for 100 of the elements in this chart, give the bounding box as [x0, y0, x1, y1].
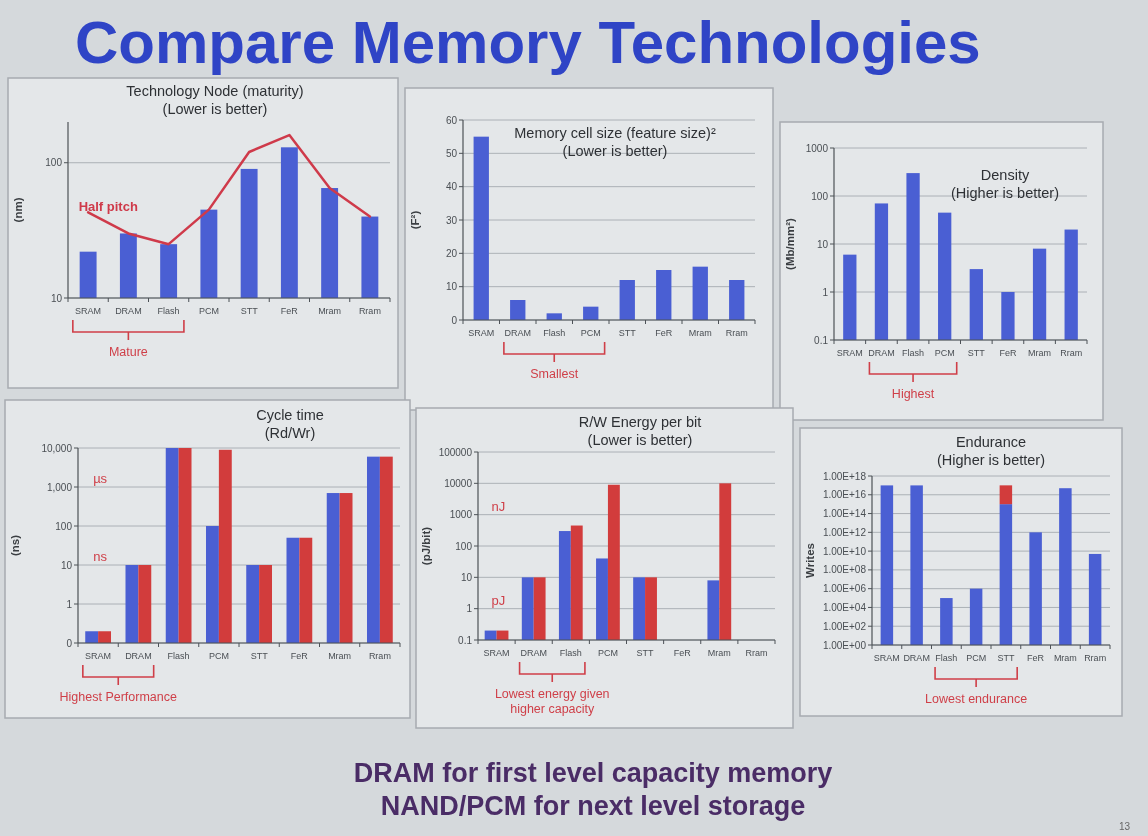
x-tick-label: FeR: [673, 648, 692, 658]
y-tick-label: 0.1: [458, 634, 473, 646]
y-tick-label: 10: [816, 238, 829, 250]
x-tick-label: SRAM: [836, 348, 863, 358]
y-tick-label: 100: [55, 520, 73, 532]
x-tick-label: SRAM: [85, 651, 112, 661]
y-tick-label: 1.00E+10: [822, 545, 867, 557]
x-tick-label: DRAM: [504, 328, 531, 338]
x-tick-label: DRAM: [520, 648, 547, 658]
chart-subtitle: (Lower is better): [162, 101, 268, 117]
y-tick-label: 1.00E+00: [822, 639, 867, 651]
text: Lowest energy given higher capacity: [494, 687, 610, 716]
x-tick-label: Flash: [543, 328, 566, 338]
x-tick-label: Flash: [902, 348, 925, 358]
x-tick-label: Flash: [167, 651, 190, 661]
x-tick-label: PCM: [966, 653, 987, 663]
text: Highest: [891, 387, 935, 401]
bar: [940, 598, 953, 645]
y-tick-label: 0.1: [814, 334, 829, 346]
x-tick-label: STT: [618, 328, 637, 338]
x-tick-label: FeR: [1027, 653, 1045, 663]
x-tick-label: STT: [240, 306, 259, 316]
chart-title: Cycle time: [256, 407, 324, 423]
x-tick-label: FeR: [999, 348, 1017, 358]
annotation: ns: [93, 549, 108, 564]
chart-subtitle: (Higher is better): [937, 452, 1045, 468]
text: Compare Memory Technologies: [75, 9, 981, 76]
chart-subtitle: (Lower is better): [587, 432, 693, 448]
text: Lowest endurance: [925, 692, 1028, 706]
y-tick-label: 1.00E+12: [822, 526, 867, 538]
bar: [910, 485, 923, 645]
x-tick-label: Rram: [725, 328, 748, 338]
annotation: nJ: [491, 498, 506, 514]
y-tick-label: 1: [66, 598, 73, 610]
y-axis-title: Writes: [804, 543, 816, 578]
bar: [1059, 488, 1072, 645]
y-tick-label: 50: [445, 147, 458, 159]
bar: [729, 280, 745, 320]
text: (Higher is better): [951, 185, 1059, 201]
x-tick-label: PCM: [934, 348, 955, 358]
text: Density: [980, 167, 1030, 183]
y-tick-label: 100: [455, 540, 473, 552]
x-tick-label: Rram: [1084, 653, 1107, 663]
x-tick-label: SRAM: [468, 328, 495, 338]
text: Highest Performance: [59, 690, 177, 704]
x-tick-label: Rram: [1060, 348, 1083, 358]
y-tick-label: 1: [822, 286, 829, 298]
x-tick-label: Flash: [157, 306, 180, 316]
x-tick-label: Mram: [328, 651, 352, 661]
bar: [619, 280, 635, 320]
x-tick-label: SRAM: [75, 306, 102, 316]
text: (Lower is better): [562, 143, 668, 159]
annotation: pJ: [491, 592, 506, 608]
text: Smallest: [530, 367, 579, 381]
x-tick-label: Rram: [745, 648, 768, 658]
x-tick-label: STT: [636, 648, 655, 658]
text: 13: [1118, 821, 1131, 832]
annotation: µs: [93, 471, 108, 486]
x-tick-label: Mram: [318, 306, 342, 316]
text: Mature: [108, 345, 148, 359]
x-tick-label: Flash: [559, 648, 582, 658]
y-tick-label: 1.00E+02: [822, 620, 867, 632]
chart-title: Memory cell size (feature size)²: [514, 125, 716, 141]
x-tick-label: Rram: [358, 306, 381, 316]
bar: [1088, 553, 1102, 645]
bar: [473, 136, 489, 320]
y-tick-label: 10,000: [41, 442, 73, 454]
bar: [880, 485, 894, 645]
x-tick-label: Mram: [688, 328, 712, 338]
bar: [999, 504, 1013, 645]
x-tick-label: Rram: [368, 651, 391, 661]
x-tick-label: STT: [250, 651, 269, 661]
x-tick-label: SRAM: [873, 653, 900, 663]
x-tick-label: PCM: [208, 651, 229, 661]
bar: [969, 588, 983, 645]
y-axis-title: (F²): [409, 210, 421, 230]
y-tick-label: 10: [445, 281, 458, 293]
x-tick-label: DRAM: [125, 651, 152, 661]
y-tick-label: 10: [60, 559, 73, 571]
y-axis-title: (Mb/mm²): [784, 217, 796, 270]
x-tick-label: Mram: [1028, 348, 1052, 358]
y-tick-label: 40: [445, 181, 458, 193]
bar: [510, 300, 526, 320]
y-tick-label: 10: [50, 292, 63, 304]
bar: [999, 485, 1013, 505]
y-tick-label: 1.00E+16: [822, 489, 867, 501]
y-tick-label: 10000: [444, 477, 473, 489]
bar: [656, 270, 672, 320]
x-tick-label: DRAM: [115, 306, 142, 316]
y-tick-label: 1.00E+06: [822, 583, 867, 595]
y-tick-label: 30: [445, 214, 458, 226]
x-tick-label: STT: [967, 348, 986, 358]
chart-subtitle: (Rd/Wr): [264, 425, 316, 441]
x-tick-label: PCM: [198, 306, 219, 316]
chart-title: R/W Energy per bit: [578, 414, 702, 430]
y-tick-label: 1000: [805, 142, 829, 154]
y-axis-title: (nm): [12, 197, 24, 223]
y-tick-label: 100: [45, 157, 63, 169]
bar: [1029, 532, 1042, 645]
x-tick-label: FeR: [290, 651, 309, 661]
